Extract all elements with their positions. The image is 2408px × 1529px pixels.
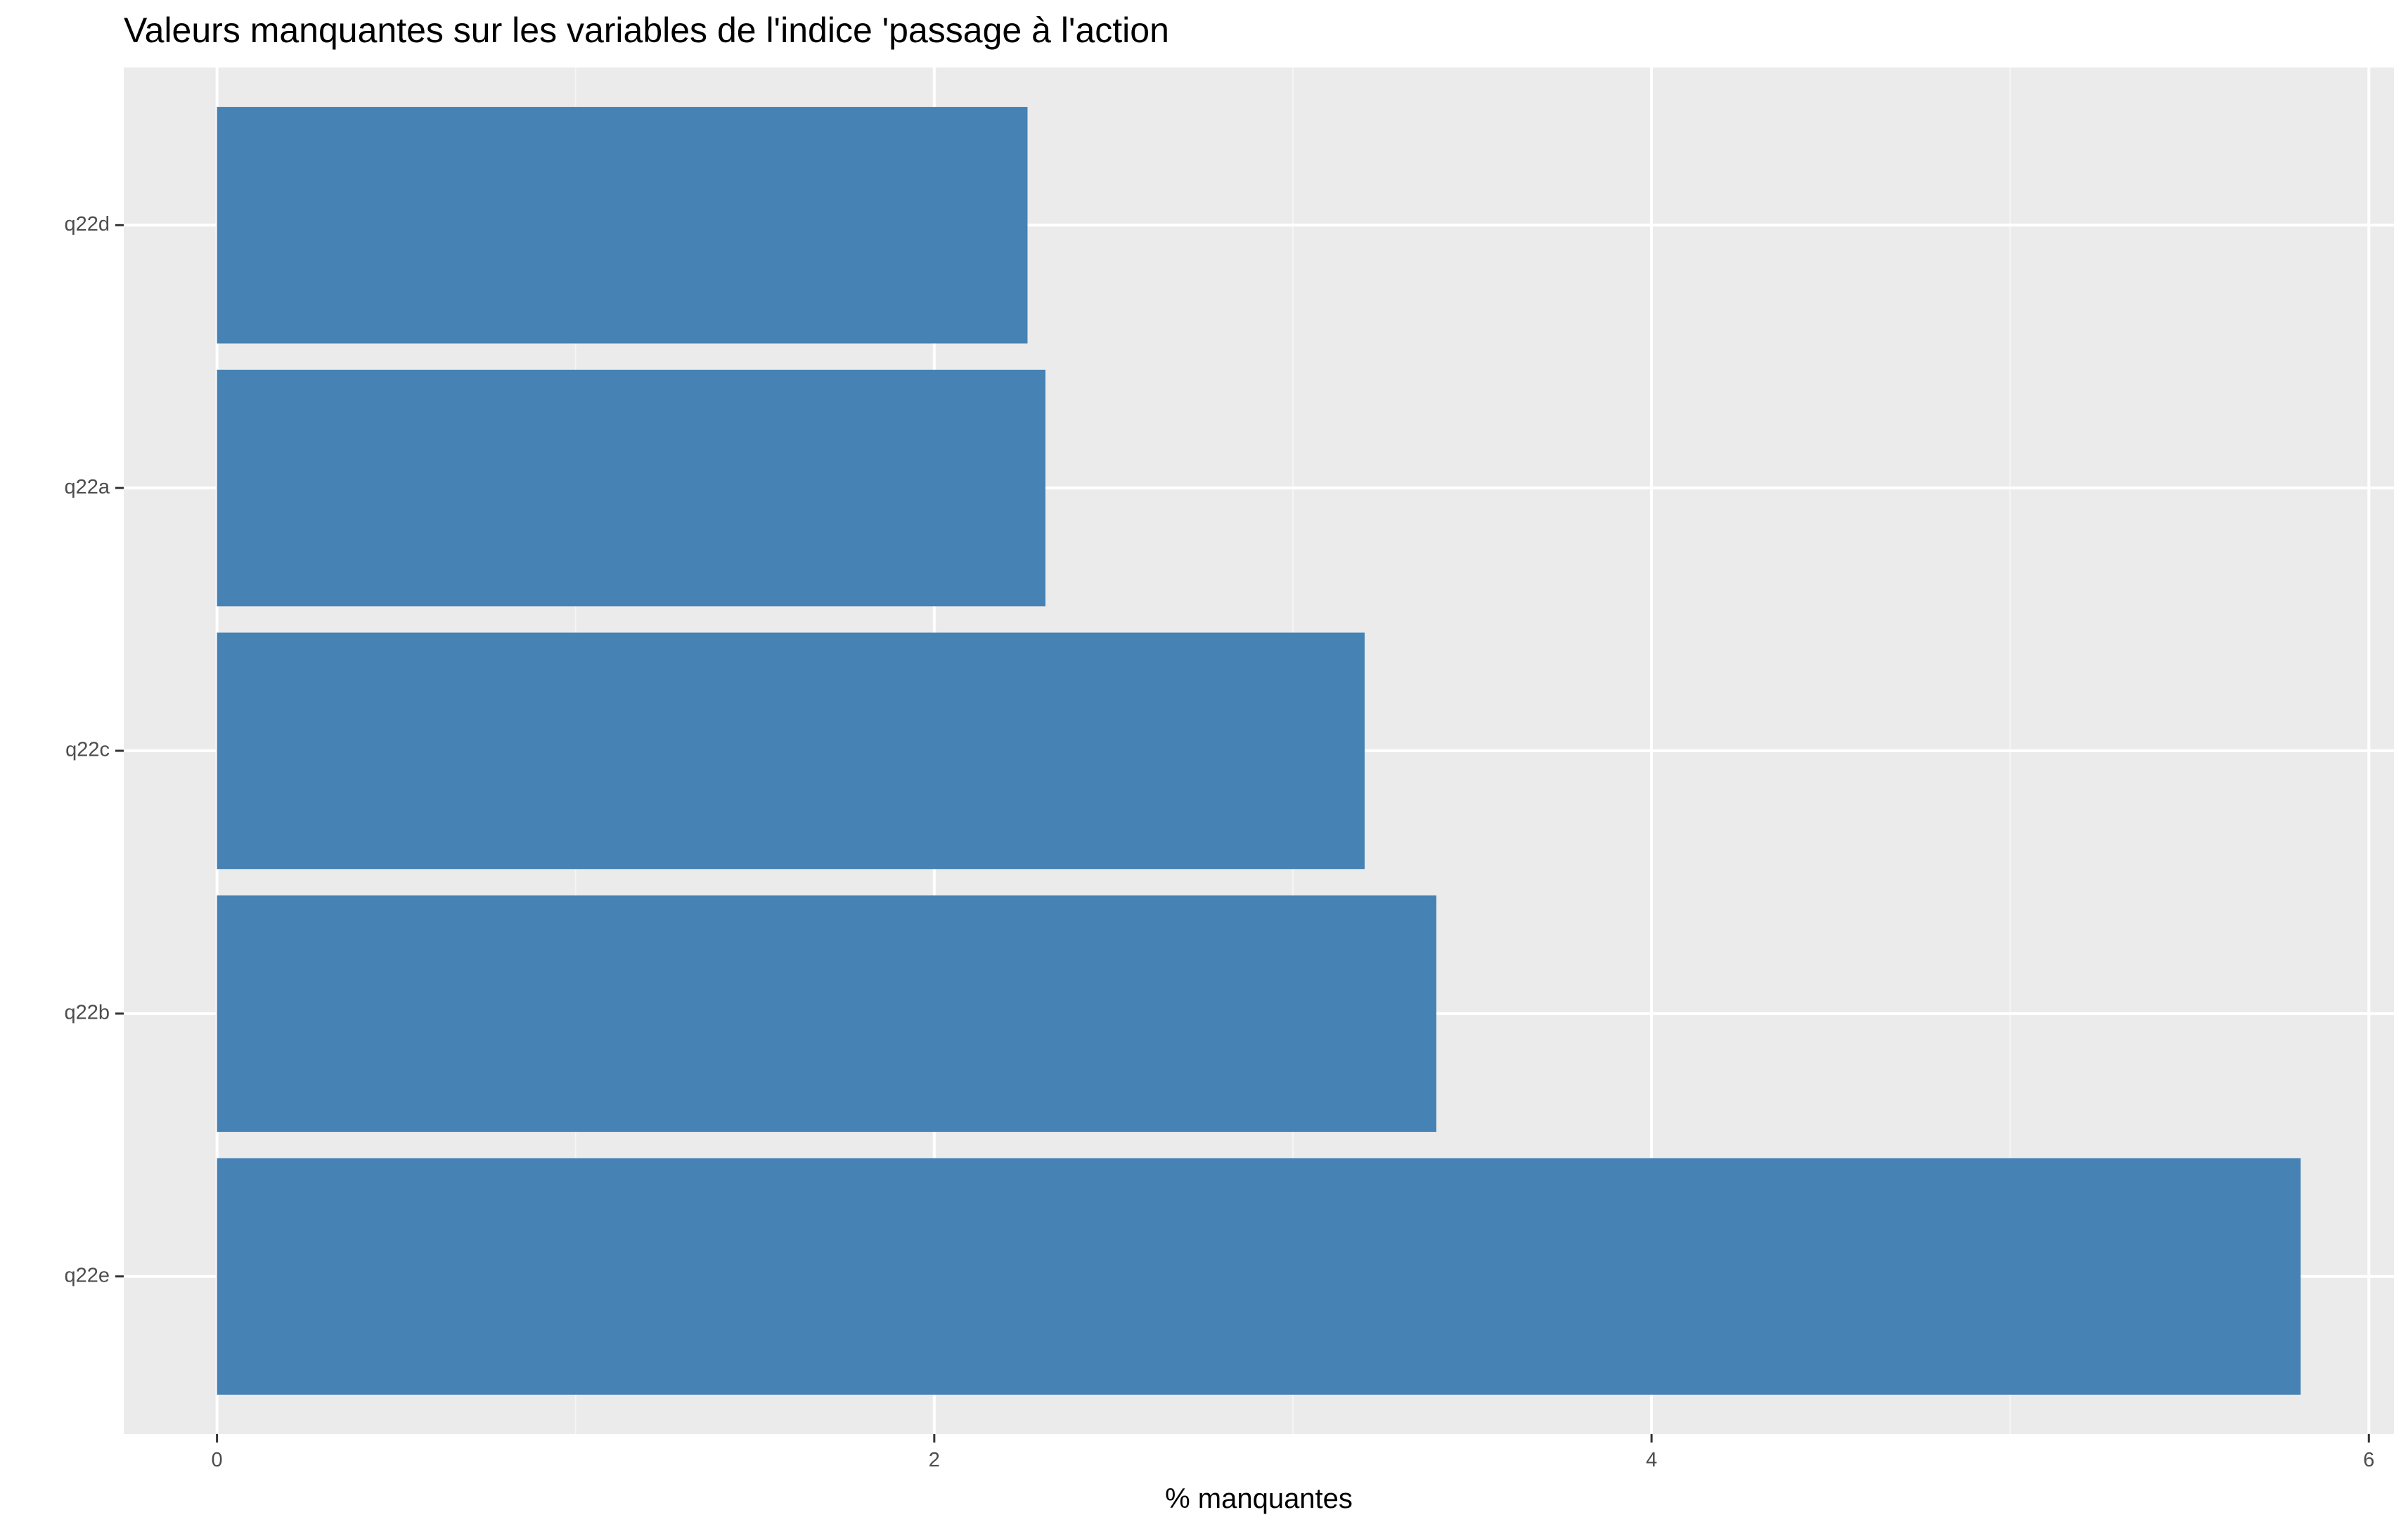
bar-q22a bbox=[217, 369, 1045, 607]
x-tick-label: 4 bbox=[1646, 1449, 1657, 1471]
x-tick-label: 0 bbox=[212, 1449, 223, 1471]
y-tick-label: q22c bbox=[65, 739, 110, 761]
bar-q22d bbox=[217, 107, 1028, 344]
x-axis-title: % manquantes bbox=[1165, 1483, 1353, 1514]
y-axis: q22d q22a q22c q22b q22e bbox=[64, 213, 124, 1286]
y-tick-label: q22e bbox=[64, 1264, 110, 1286]
y-tick-label: q22a bbox=[64, 476, 110, 498]
x-axis: 0 2 4 6 bbox=[212, 1434, 2374, 1471]
bar-q22e bbox=[217, 1158, 2301, 1395]
y-tick-label: q22b bbox=[64, 1002, 110, 1024]
bar-q22b bbox=[217, 895, 1437, 1133]
x-tick-label: 6 bbox=[2363, 1449, 2374, 1471]
bars bbox=[217, 107, 2301, 1395]
x-tick-label: 2 bbox=[929, 1449, 940, 1471]
chart-title: Valeurs manquantes sur les variables de … bbox=[124, 11, 1169, 50]
y-tick-label: q22d bbox=[64, 213, 110, 236]
bar-q22c bbox=[217, 632, 1365, 870]
